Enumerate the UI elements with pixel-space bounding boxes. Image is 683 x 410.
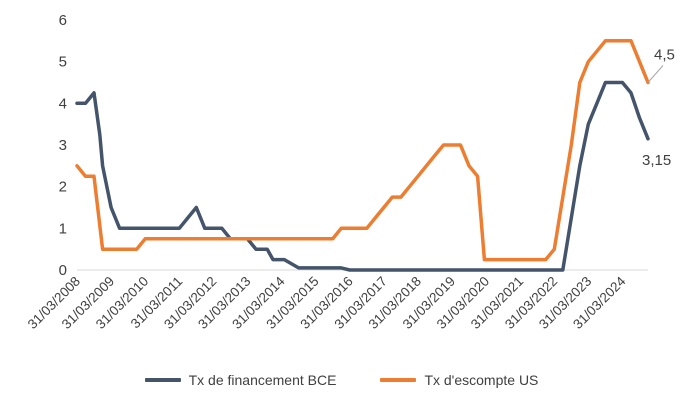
y-tick-label: 4 — [59, 95, 67, 112]
series-lines — [75, 39, 650, 272]
legend-label-us: Tx d'escompte US — [424, 372, 539, 388]
legend-swatch-us — [380, 378, 417, 382]
y-tick-label: 0 — [59, 262, 67, 279]
legend-item-ecb: Tx de financement BCE — [144, 372, 337, 388]
legend-label-ecb: Tx de financement BCE — [188, 372, 337, 388]
data-label-ecb-end: 3,15 — [642, 152, 671, 169]
y-tick-label: 1 — [59, 220, 67, 237]
y-tick-label: 6 — [59, 12, 67, 29]
data-label-us-end: 4,5 — [654, 47, 675, 64]
series-line-1 — [75, 39, 650, 262]
x-axis-ticks: 31/03/200831/03/200931/03/201031/03/2011… — [25, 273, 629, 332]
y-tick-label: 3 — [59, 137, 67, 154]
end-labels: 3,15 4,5 — [642, 47, 675, 169]
series-line-0 — [75, 80, 650, 272]
legend-swatch-ecb — [144, 378, 181, 382]
y-tick-label: 2 — [59, 179, 67, 196]
y-tick-label: 5 — [59, 54, 67, 71]
y-axis-ticks: 0 1 2 3 4 5 6 — [59, 12, 67, 279]
legend: Tx de financement BCE Tx d'escompte US — [0, 368, 683, 392]
data-label-leader — [647, 65, 664, 83]
legend-item-us: Tx d'escompte US — [380, 372, 538, 388]
